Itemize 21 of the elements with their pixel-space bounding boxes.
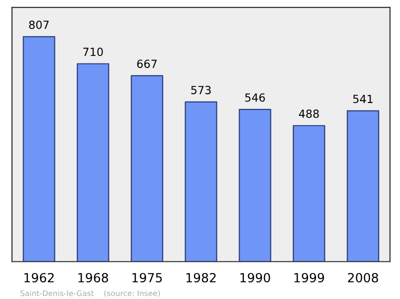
data-label: 546 [245,93,265,102]
x-tick-label: 1968 [78,272,108,282]
data-label: 667 [137,60,157,68]
bar [292,125,326,262]
x-tick-label: 1962 [24,272,54,282]
bar [184,101,218,262]
data-label: 488 [298,110,319,118]
data-label: 541 [353,94,373,104]
data-label: 710 [83,48,103,56]
bar [130,75,164,262]
data-label: 573 [191,86,211,94]
x-tick-label: 1999 [294,272,324,282]
x-tick-label: 2008 [348,272,378,282]
bar [346,110,380,262]
x-tick-label: 1975 [132,272,162,282]
data-label: 807 [29,20,49,30]
x-tick-label: 1982 [186,272,216,282]
bar [76,63,110,262]
x-tick-label: 1990 [240,272,270,282]
bar [238,108,272,262]
bar [22,36,56,262]
